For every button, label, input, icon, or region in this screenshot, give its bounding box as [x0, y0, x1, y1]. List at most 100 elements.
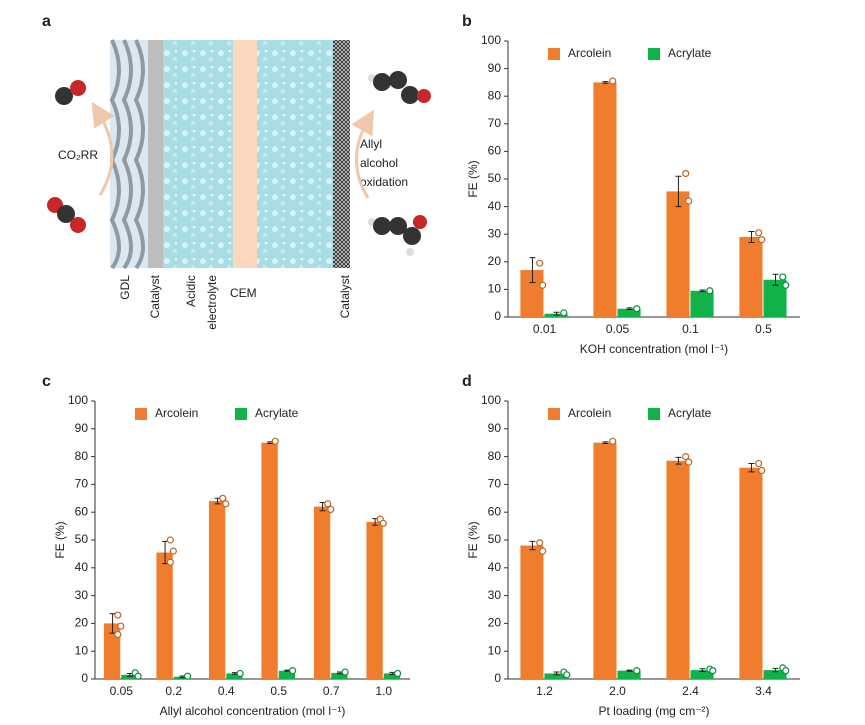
bar: [261, 442, 278, 679]
data-point: [271, 437, 279, 445]
data-point: [755, 459, 763, 468]
data-point: [758, 466, 766, 475]
panel-label: b: [462, 13, 472, 30]
y-tick-label: 30: [488, 588, 502, 602]
error-bar: [675, 175, 682, 208]
y-tick-label: 90: [488, 421, 502, 435]
data-point: [222, 500, 230, 508]
data-point: [633, 305, 641, 313]
data-point: [536, 259, 544, 267]
error-bar: [772, 273, 779, 286]
error-bar: [529, 540, 536, 551]
legend-label: Arcolein: [568, 46, 611, 60]
data-point: [341, 668, 349, 676]
data-point: [563, 671, 571, 679]
process-label: oxidation: [360, 175, 408, 189]
x-tick-label: 0.4: [218, 684, 235, 698]
x-tick-label: 2.0: [609, 684, 626, 698]
x-axis-label: Pt loading (mg cm⁻²): [598, 704, 709, 718]
legend-label: Arcolein: [155, 406, 198, 420]
bar: [121, 674, 138, 679]
data-point: [539, 281, 547, 289]
data-point: [633, 667, 641, 675]
y-tick-label: 20: [75, 616, 89, 630]
cem: [233, 40, 257, 268]
bar: [617, 670, 641, 679]
y-tick-label: 20: [488, 254, 502, 268]
molecule-co2: [47, 197, 86, 233]
y-tick-label: 70: [488, 116, 502, 130]
data-point: [782, 667, 790, 675]
y-tick-label: 90: [488, 61, 502, 75]
data-point: [324, 500, 332, 508]
data-point: [682, 453, 690, 461]
layer-label: Catalyst: [148, 274, 162, 318]
y-tick-label: 0: [494, 671, 501, 685]
y-tick-label: 30: [488, 226, 502, 240]
data-point: [706, 287, 714, 295]
bar: [666, 460, 690, 679]
legend-swatch: [548, 408, 560, 420]
legend-label: Acrylate: [668, 406, 712, 420]
molecule-allyl-alcohol: [368, 215, 427, 256]
layer-label: GDL: [118, 275, 132, 300]
bar: [383, 673, 401, 679]
bar: [331, 672, 348, 679]
x-axis-label: KOH concentration (mol l⁻¹): [580, 342, 728, 356]
data-point: [609, 77, 617, 85]
bar: [593, 442, 617, 679]
data-point: [394, 669, 402, 678]
legend-label: Acrylate: [255, 406, 299, 420]
legend-swatch: [135, 408, 147, 420]
y-tick-label: 80: [488, 88, 502, 102]
layer-label: Acidic: [184, 275, 198, 307]
legend-swatch: [548, 48, 560, 60]
molecule-co: [55, 80, 86, 105]
data-point: [166, 558, 174, 566]
data-point: [560, 309, 568, 317]
data-point: [289, 667, 297, 675]
y-tick-label: 50: [488, 171, 502, 185]
data-point: [379, 519, 387, 527]
bar: [666, 191, 690, 317]
panel-label: c: [42, 373, 51, 390]
y-tick-label: 60: [488, 144, 502, 158]
error-bar: [553, 311, 560, 316]
x-tick-label: 0.7: [323, 684, 340, 698]
y-tick-label: 100: [481, 33, 501, 47]
y-axis-label: FE (%): [466, 521, 480, 558]
data-point: [782, 281, 790, 289]
error-bar: [529, 257, 536, 283]
y-tick-label: 60: [75, 504, 89, 518]
data-point: [755, 229, 763, 237]
y-tick-label: 50: [488, 532, 502, 546]
electrolyte: [257, 40, 333, 268]
bar: [690, 290, 714, 317]
legend-swatch: [648, 408, 660, 420]
y-tick-label: 100: [68, 393, 88, 407]
y-tick-label: 50: [75, 532, 89, 546]
x-tick-label: 3.4: [755, 684, 772, 698]
data-point: [536, 539, 544, 547]
y-tick-label: 10: [488, 643, 502, 657]
y-tick-label: 20: [488, 616, 502, 630]
bar: [544, 673, 568, 679]
error-bar: [602, 441, 609, 445]
bar: [690, 670, 714, 679]
y-tick-label: 0: [494, 309, 501, 323]
y-tick-label: 40: [75, 560, 89, 574]
process-label: alcohol: [360, 156, 398, 170]
data-point: [709, 667, 717, 675]
y-tick-label: 80: [75, 449, 89, 463]
y-tick-label: 40: [488, 199, 502, 213]
data-point: [609, 437, 617, 445]
layer-label: electrolyte: [205, 275, 219, 330]
data-point: [114, 630, 122, 639]
data-point: [682, 169, 690, 178]
data-point: [184, 672, 192, 680]
molecule-acrolein: [368, 71, 431, 104]
error-bar: [675, 456, 682, 465]
x-axis-label: Allyl alcohol concentration (mol l⁻¹): [160, 704, 346, 718]
y-tick-label: 0: [81, 671, 88, 685]
catalyst-layer: [148, 40, 163, 268]
